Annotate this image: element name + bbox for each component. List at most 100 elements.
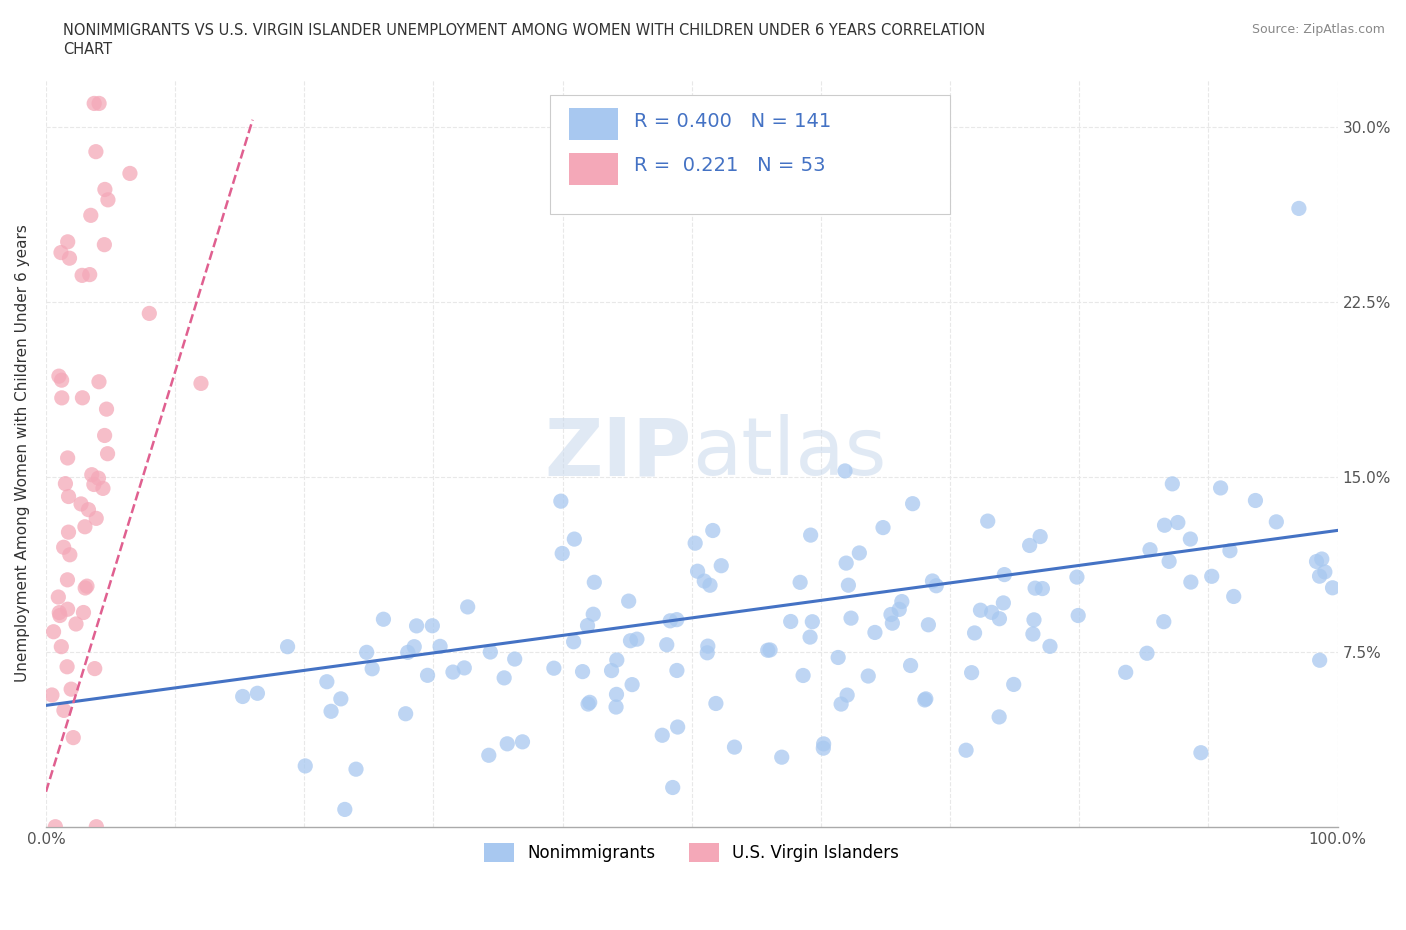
- Point: [813, 737, 835, 751]
- Point: [696, 639, 718, 654]
- Point: [889, 602, 911, 617]
- Point: [626, 631, 648, 646]
- Point: [84, 144, 107, 159]
- Point: [97, 193, 120, 207]
- Point: [813, 740, 835, 755]
- Point: [605, 687, 627, 702]
- Legend: Nonimmigrants, U.S. Virgin Islanders: Nonimmigrants, U.S. Virgin Islanders: [477, 835, 908, 870]
- Point: [801, 615, 824, 630]
- Point: [1189, 745, 1212, 760]
- Point: [51, 639, 73, 654]
- Point: [1115, 665, 1137, 680]
- Point: [1310, 551, 1333, 566]
- Point: [1313, 565, 1336, 579]
- Point: [699, 578, 721, 592]
- Point: [416, 668, 439, 683]
- Point: [901, 497, 924, 512]
- Point: [1322, 580, 1344, 595]
- Point: [46, 590, 69, 604]
- Point: [51, 373, 73, 388]
- Point: [58, 489, 80, 504]
- Point: [404, 639, 426, 654]
- Point: [84, 511, 107, 525]
- Point: [277, 639, 299, 654]
- Point: [621, 677, 644, 692]
- Point: [576, 618, 599, 633]
- Point: [72, 605, 94, 620]
- Point: [246, 685, 269, 700]
- Point: [56, 572, 79, 587]
- Point: [759, 643, 782, 658]
- Text: Source: ZipAtlas.com: Source: ZipAtlas.com: [1251, 23, 1385, 36]
- Point: [83, 661, 105, 676]
- Point: [1201, 569, 1223, 584]
- Point: [91, 481, 114, 496]
- Text: ZIP: ZIP: [544, 415, 692, 492]
- Point: [921, 574, 943, 589]
- Point: [294, 759, 316, 774]
- Point: [422, 618, 444, 633]
- Point: [988, 710, 1011, 724]
- Point: [1167, 515, 1189, 530]
- Point: [138, 306, 160, 321]
- Point: [583, 575, 606, 590]
- Point: [1067, 608, 1090, 623]
- Point: [96, 402, 118, 417]
- Point: [835, 555, 858, 570]
- Point: [890, 594, 912, 609]
- Point: [56, 602, 79, 617]
- Point: [1309, 653, 1331, 668]
- Text: R = 0.400   N = 141: R = 0.400 N = 141: [634, 112, 831, 130]
- Point: [993, 595, 1015, 610]
- Point: [914, 693, 936, 708]
- Point: [70, 497, 93, 512]
- Point: [190, 376, 212, 391]
- Point: [395, 706, 418, 721]
- Point: [55, 476, 77, 491]
- Point: [880, 607, 903, 622]
- Point: [49, 246, 72, 260]
- Point: [988, 611, 1011, 626]
- Point: [42, 624, 65, 639]
- Point: [686, 564, 709, 578]
- Point: [665, 612, 688, 627]
- Point: [837, 687, 859, 702]
- Point: [960, 665, 983, 680]
- Point: [93, 428, 115, 443]
- Point: [863, 625, 886, 640]
- Point: [496, 737, 519, 751]
- Point: [80, 467, 103, 482]
- Point: [86, 819, 108, 834]
- Point: [1219, 543, 1241, 558]
- Point: [60, 682, 83, 697]
- Point: [702, 523, 724, 538]
- Point: [48, 605, 70, 620]
- Point: [1180, 575, 1202, 590]
- Point: [1222, 589, 1244, 604]
- Text: R =  0.221   N = 53: R = 0.221 N = 53: [634, 156, 825, 176]
- Point: [49, 608, 72, 623]
- Point: [582, 606, 605, 621]
- Point: [1265, 514, 1288, 529]
- Point: [882, 616, 904, 631]
- Point: [1139, 542, 1161, 557]
- Point: [1029, 529, 1052, 544]
- Point: [858, 669, 880, 684]
- Point: [1159, 554, 1181, 569]
- Point: [963, 626, 986, 641]
- Point: [118, 166, 141, 180]
- Point: [925, 578, 948, 593]
- Point: [837, 578, 859, 592]
- Text: NONIMMIGRANTS VS U.S. VIRGIN ISLANDER UNEMPLOYMENT AMONG WOMEN WITH CHILDREN UND: NONIMMIGRANTS VS U.S. VIRGIN ISLANDER UN…: [63, 23, 986, 38]
- Point: [792, 668, 814, 683]
- Point: [83, 477, 105, 492]
- Point: [405, 618, 427, 633]
- Point: [665, 663, 688, 678]
- Point: [453, 660, 475, 675]
- Point: [344, 762, 367, 777]
- Point: [73, 519, 96, 534]
- Point: [543, 660, 565, 675]
- Point: [756, 643, 779, 658]
- Point: [75, 580, 97, 595]
- Point: [70, 268, 93, 283]
